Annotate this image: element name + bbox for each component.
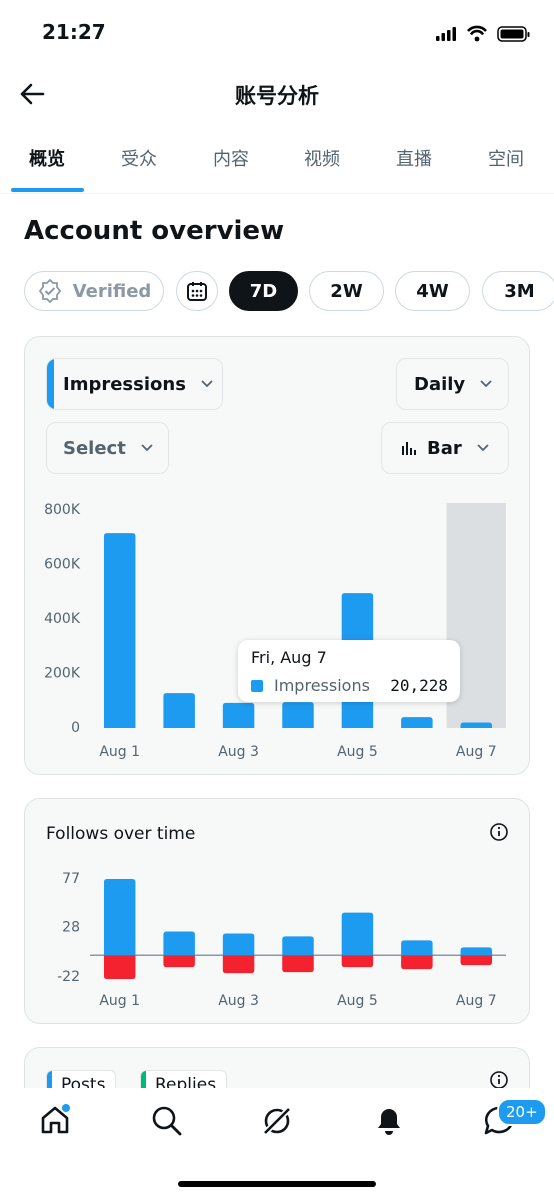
x-tick-label: Aug 5: [337, 993, 378, 1009]
tab[interactable]: 受众: [121, 149, 157, 170]
bar: [282, 936, 314, 956]
info-icon[interactable]: [489, 1070, 509, 1090]
y-tick-label: 28: [62, 920, 80, 936]
range-chip[interactable]: 2W: [309, 271, 384, 311]
impressions-chart: 0 200K 400K 600K 800K Aug 1 Aug 3 Aug 5 Aug 7: [44, 502, 506, 760]
tab[interactable]: 视频: [304, 149, 340, 170]
tooltip-title: Fri, Aug 7: [251, 648, 327, 667]
interval-dropdown[interactable]: Daily: [396, 358, 509, 410]
notifications-tab[interactable]: [372, 1103, 406, 1137]
tooltip-swatch: [251, 680, 263, 692]
chevron: [141, 444, 153, 452]
verified-icon: [38, 278, 61, 304]
y-tick-label: 600K: [44, 557, 81, 573]
bar: [282, 955, 314, 973]
tab[interactable]: 概览: [29, 149, 65, 170]
tooltip-label: Impressions: [274, 676, 370, 695]
y-tick-label: 77: [62, 871, 80, 887]
calendar-chip[interactable]: [176, 271, 218, 311]
bar: [163, 955, 195, 968]
status-time: 21:27: [42, 20, 106, 44]
y-tick-label: 400K: [44, 611, 81, 627]
tab-indicator: [11, 188, 84, 192]
range-chip[interactable]: 7D: [229, 271, 298, 311]
tab[interactable]: 空间: [488, 149, 524, 170]
metric-color: [47, 359, 54, 409]
y-tick-label: -22: [57, 969, 80, 985]
metric-label: Impressions: [63, 373, 186, 395]
tab[interactable]: 内容: [213, 149, 249, 170]
bar: [341, 912, 374, 956]
chart-kind-label: Bar: [427, 437, 462, 459]
bottom-nav: 20+: [0, 1088, 554, 1199]
home-tab[interactable]: [38, 1102, 74, 1138]
follows-chart: -22 28 77 Aug 1 Aug 3 Aug 5 Aug 7: [57, 871, 506, 1009]
metric-dropdown[interactable]: Impressions: [46, 358, 223, 410]
tooltip: Fri, Aug 7 Impressions 20,228: [238, 640, 460, 702]
range-chip[interactable]: 4W: [395, 271, 470, 311]
compare-label: Select: [63, 437, 126, 459]
bar: [401, 955, 433, 970]
back-button[interactable]: [18, 82, 48, 106]
header-title: 账号分析: [235, 84, 319, 108]
chevron: [480, 380, 492, 388]
x-tick-label: Aug 1: [99, 744, 140, 760]
bar: [401, 940, 433, 956]
x-tick-label: Aug 3: [218, 993, 259, 1009]
bar: [460, 955, 493, 966]
bar: [163, 931, 195, 956]
x-tick-label: Aug 3: [218, 744, 259, 760]
verified-label: Verified: [72, 280, 152, 302]
compare-dropdown[interactable]: Select: [46, 422, 169, 474]
legend-swatch: [141, 1071, 146, 1103]
bar: [222, 933, 255, 956]
bar: [163, 693, 195, 728]
status-icons: [436, 25, 530, 42]
range-chip[interactable]: 3M: [482, 271, 554, 311]
bar: [282, 702, 314, 728]
bar: [103, 878, 136, 956]
calendar-icon: [187, 282, 207, 301]
tab-divider: [0, 193, 554, 194]
message-badge: 20+: [497, 1098, 547, 1126]
bar: [341, 955, 374, 968]
info-icon[interactable]: [489, 822, 509, 842]
x-tick-label: Aug 7: [456, 993, 497, 1009]
tooltip-value: 20,228: [390, 676, 448, 695]
search-tab[interactable]: [150, 1104, 184, 1138]
bar: [103, 533, 136, 728]
section-title: Account overview: [24, 216, 285, 246]
chevron: [477, 444, 489, 452]
x-tick-label: Aug 7: [456, 744, 497, 760]
verified-chip[interactable]: Verified: [24, 271, 164, 311]
tab[interactable]: 直播: [396, 149, 432, 170]
y-tick-label: 200K: [44, 666, 81, 682]
grok-tab[interactable]: [260, 1104, 294, 1138]
bar: [401, 717, 433, 728]
chevron: [201, 380, 213, 388]
bar: [103, 955, 136, 980]
interval-label: Daily: [414, 373, 466, 395]
x-tick-label: Aug 5: [337, 744, 378, 760]
bar: [460, 947, 493, 956]
bar: [222, 702, 255, 728]
legend-swatch: [47, 1071, 52, 1103]
chart-kind-dropdown[interactable]: Bar: [381, 422, 509, 474]
home-indicator: [178, 1181, 376, 1187]
bar-icon: [402, 442, 416, 455]
card-title: Follows over time: [46, 824, 196, 844]
x-tick-label: Aug 1: [99, 993, 140, 1009]
y-tick-label: 0: [71, 720, 80, 736]
bar: [222, 955, 255, 974]
bar: [460, 722, 493, 728]
y-tick-label: 800K: [44, 502, 81, 518]
